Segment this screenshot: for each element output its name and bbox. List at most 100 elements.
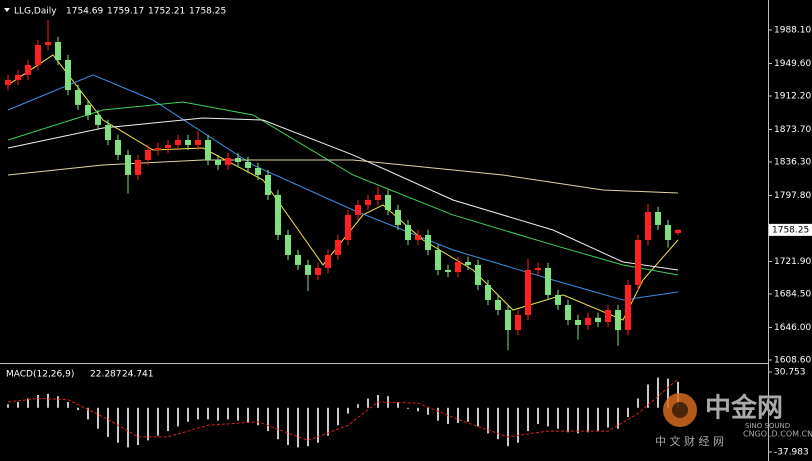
macd-bar xyxy=(87,407,89,420)
candle-body xyxy=(95,114,101,125)
macd-bar xyxy=(17,401,19,408)
candle-body xyxy=(125,154,131,175)
y-tick-label: 1608.60 xyxy=(774,356,811,366)
candle-body xyxy=(615,310,621,330)
candle-body xyxy=(285,234,291,255)
candle-body xyxy=(155,148,161,150)
candle-body xyxy=(625,284,631,330)
candle-body xyxy=(405,224,411,240)
macd-bar xyxy=(347,407,349,414)
candle-body xyxy=(435,250,441,270)
candle-body xyxy=(25,64,31,75)
macd-title: MACD(12,26,9) xyxy=(6,370,74,380)
line-series xyxy=(7,74,679,301)
macd-bar xyxy=(47,393,49,408)
macd-bar xyxy=(307,407,309,447)
candle-body xyxy=(45,42,51,45)
macd-bar xyxy=(207,407,209,420)
macd-bar xyxy=(37,394,39,408)
candle-body xyxy=(535,268,541,270)
macd-bar xyxy=(137,407,139,446)
macd-bar xyxy=(367,398,369,408)
candle-body xyxy=(15,74,21,80)
macd-bar xyxy=(507,407,509,447)
candle-body xyxy=(555,294,561,305)
candle-body xyxy=(185,140,191,145)
macd-bar xyxy=(77,407,79,411)
macd-bar xyxy=(637,398,639,408)
macd-bar xyxy=(267,407,269,432)
macd-bar xyxy=(657,377,659,408)
candle-body xyxy=(195,140,201,145)
candle-body xyxy=(115,140,121,155)
candle-body xyxy=(55,42,61,60)
macd-bar xyxy=(527,407,529,432)
ohlc-value: 1758.25 xyxy=(189,7,226,17)
macd-bar xyxy=(627,407,629,418)
chart-title: LLG,Daily xyxy=(14,7,57,17)
menu-triangle[interactable] xyxy=(4,8,10,12)
candle-body xyxy=(85,104,91,115)
macd-bar xyxy=(257,407,259,426)
price-box xyxy=(769,223,812,236)
macd-bar xyxy=(197,407,199,420)
macd-bar xyxy=(607,407,609,428)
macd-bar xyxy=(377,394,379,408)
macd-bar xyxy=(317,407,319,443)
candle-body xyxy=(515,314,521,330)
y-tick-label: 1684.50 xyxy=(774,290,811,300)
candle-body xyxy=(465,262,471,265)
macd-bar xyxy=(67,401,69,408)
candle-body xyxy=(365,200,371,205)
macd-bar xyxy=(587,407,589,433)
watermark-logo-text: 中金网 xyxy=(705,393,783,424)
candle-body xyxy=(655,212,661,225)
candle-body xyxy=(235,158,241,162)
y-tick-label: 1836.30 xyxy=(774,158,811,168)
macd-bar xyxy=(237,407,239,421)
macd-bar xyxy=(597,407,599,432)
macd-bar xyxy=(97,407,99,429)
y-tick-label: 1949.60 xyxy=(774,59,811,69)
macd-bar xyxy=(7,404,9,408)
macd-bar xyxy=(297,407,299,448)
candle-body xyxy=(215,160,221,165)
macd-bar xyxy=(247,407,249,423)
candle-body xyxy=(135,160,141,175)
candle-body xyxy=(255,168,261,175)
macd-bar xyxy=(427,407,429,415)
y-tick-label: 1646.00 xyxy=(774,323,811,333)
candle-body xyxy=(665,224,671,240)
candle-body xyxy=(345,214,351,240)
macd-bar xyxy=(407,407,409,409)
ohlc-value: 1759.17 xyxy=(107,7,144,17)
line-series xyxy=(7,117,679,271)
candle-body xyxy=(145,150,151,160)
macd-bar xyxy=(397,401,399,408)
candle-body xyxy=(375,194,381,200)
watermark-tagline: 中 文 财 经 网 xyxy=(655,434,724,448)
candle-body xyxy=(355,204,361,215)
y-tick-label: 1912.20 xyxy=(774,92,811,102)
candle-body xyxy=(75,90,81,105)
candle-body xyxy=(495,300,501,310)
candle-body xyxy=(65,60,71,90)
candle-body xyxy=(455,262,461,272)
macd-bar xyxy=(477,407,479,427)
line-series xyxy=(7,159,679,194)
watermark: 中金网 SINO SOUND CNGOLD.COM.CN 中 文 财 经 网 xyxy=(655,393,812,449)
candle-body xyxy=(545,268,551,295)
macd-bar xyxy=(147,407,149,441)
candle-body xyxy=(605,310,611,322)
y-tick-label: -37.983 xyxy=(774,448,809,458)
candle-body xyxy=(445,270,451,272)
candle-body xyxy=(205,140,211,160)
macd-bar xyxy=(547,407,549,427)
macd-bar xyxy=(457,407,459,423)
candle-body xyxy=(165,144,171,148)
watermark-logo-inner xyxy=(672,402,688,418)
macd-bar xyxy=(177,407,179,427)
candle-body xyxy=(595,317,601,322)
line-series xyxy=(7,378,679,441)
